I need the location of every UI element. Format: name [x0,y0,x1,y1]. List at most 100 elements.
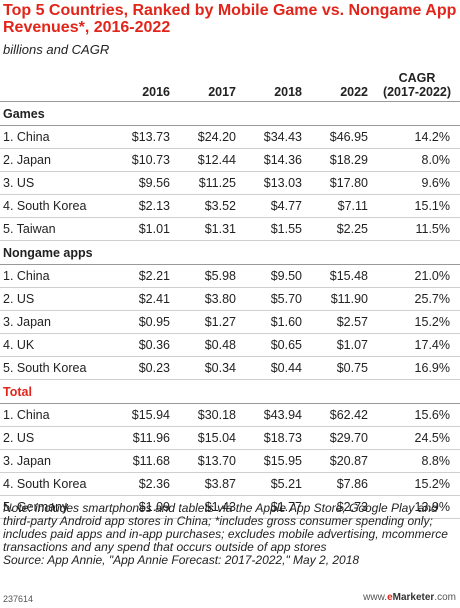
table-cell: $0.65 [242,333,308,357]
table-row: 5. Germany $1.09 $1.43 $1.77 $2.73 13.9% [0,495,460,519]
table-cell: $0.34 [176,356,242,380]
table-row: 4. South Korea $2.13 $3.52 $4.77 $7.11 15.1% [0,194,460,218]
table-row: 2. US $11.96 $15.04 $18.73 $29.70 24.5% [0,426,460,450]
row-label: 4. South Korea [0,194,110,218]
header-2016: 2016 [110,62,176,102]
header-2018: 2018 [242,62,308,102]
table-row: 3. Japan $11.68 $13.70 $15.95 $20.87 8.8% [0,449,460,473]
table-cell: 24.5% [374,426,460,450]
row-label: 4. UK [0,333,110,357]
table-cell: 15.2% [374,310,460,334]
table-cell: 11.5% [374,217,460,241]
table-cell: 17.4% [374,333,460,357]
row-label: 5. Germany [0,495,110,519]
table-cell: $11.25 [176,171,242,195]
section-label: Games [0,101,460,126]
row-label: 2. Japan [0,148,110,172]
row-label: 1. China [0,403,110,427]
row-label: 4. South Korea [0,472,110,496]
table-cell: $14.36 [242,148,308,172]
table-cell: $1.60 [242,310,308,334]
table-row: 2. Japan $10.73 $12.44 $14.36 $18.29 8.0% [0,148,460,172]
table-cell: $5.70 [242,287,308,311]
header-cagr-label: CAGR (2017-2022) [383,71,451,99]
table-cell: $5.98 [176,264,242,288]
row-label: 1. China [0,264,110,288]
table-cell: $2.13 [110,194,176,218]
chart-id: 237614 [3,594,34,604]
section-label: Total [0,379,460,404]
table-cell: 15.6% [374,403,460,427]
table-cell: $1.01 [110,217,176,241]
brand-prefix: www. [363,592,388,603]
section-row: Total [0,379,460,404]
table-row: 4. UK $0.36 $0.48 $0.65 $1.07 17.4% [0,333,460,357]
table-cell: $13.73 [110,125,176,149]
row-label: 3. US [0,171,110,195]
table-cell: 25.7% [374,287,460,311]
footnote: Note: includes smartphones and tablets v… [3,502,458,567]
table-cell: $29.70 [308,426,374,450]
table-cell: $30.18 [176,403,242,427]
table-row: 4. South Korea $2.36 $3.87 $5.21 $7.86 15.2% [0,472,460,496]
brand-suffix: .com [434,592,456,603]
table-row: 5. South Korea $0.23 $0.34 $0.44 $0.75 16.9% [0,356,460,380]
table-cell: $10.73 [110,148,176,172]
header-cagr: CAGR (2017-2022) [374,62,460,102]
table-cell: $4.77 [242,194,308,218]
table-cell: $3.80 [176,287,242,311]
brand-name: Marketer [392,592,435,603]
table-body: Games 1. China $13.73 $24.20 $34.43 $46.95 14.… [0,101,460,519]
table-cell: 9.6% [374,171,460,195]
table-cell: $1.77 [242,495,308,519]
table-cell: $34.43 [242,125,308,149]
table-cell: 15.2% [374,472,460,496]
header-2022: 2022 [308,62,374,102]
table-cell: 8.8% [374,449,460,473]
table-cell: $1.09 [110,495,176,519]
table-cell: $43.94 [242,403,308,427]
table-cell: $3.52 [176,194,242,218]
header-cagr-line2: (2017-2022) [382,85,452,99]
brand-e: e [387,592,393,603]
table-cell: $15.95 [242,449,308,473]
table-row: 5. Taiwan $1.01 $1.31 $1.55 $2.25 11.5% [0,217,460,241]
note-text: Note: includes smartphones and tablets v… [3,501,448,554]
table-cell: $15.94 [110,403,176,427]
section-row: Games [0,101,460,126]
header-blank [0,62,110,102]
table-cell: $2.21 [110,264,176,288]
row-label: 2. US [0,287,110,311]
table-cell: $1.31 [176,217,242,241]
table-cell: 15.1% [374,194,460,218]
table-cell: $3.87 [176,472,242,496]
table-cell: $0.75 [308,356,374,380]
table-cell: $7.86 [308,472,374,496]
row-label: 2. US [0,426,110,450]
table-cell: $2.57 [308,310,374,334]
table-cell: $12.44 [176,148,242,172]
row-label: 1. China [0,125,110,149]
table-cell: $11.68 [110,449,176,473]
table-cell: 13.9% [374,495,460,519]
row-label: 5. South Korea [0,356,110,380]
table-cell: $24.20 [176,125,242,149]
table-cell: $0.36 [110,333,176,357]
table-cell: $0.44 [242,356,308,380]
header-row: 2016 2017 2018 2022 CAGR (2017-2022) [0,62,460,102]
table-cell: $0.48 [176,333,242,357]
chart-subtitle: billions and CAGR [3,42,110,57]
table-cell: $46.95 [308,125,374,149]
header-2017: 2017 [176,62,242,102]
brand-logo: www.eMarketer.com [363,592,456,603]
table-cell: $13.70 [176,449,242,473]
table-cell: $17.80 [308,171,374,195]
table-cell: $11.90 [308,287,374,311]
table-row: 3. US $9.56 $11.25 $13.03 $17.80 9.6% [0,171,460,195]
table-cell: $18.73 [242,426,308,450]
table-cell: $7.11 [308,194,374,218]
table-cell: 16.9% [374,356,460,380]
table-cell: $20.87 [308,449,374,473]
table-row: 2. US $2.41 $3.80 $5.70 $11.90 25.7% [0,287,460,311]
table-row: 1. China $13.73 $24.20 $34.43 $46.95 14.2% [0,125,460,149]
